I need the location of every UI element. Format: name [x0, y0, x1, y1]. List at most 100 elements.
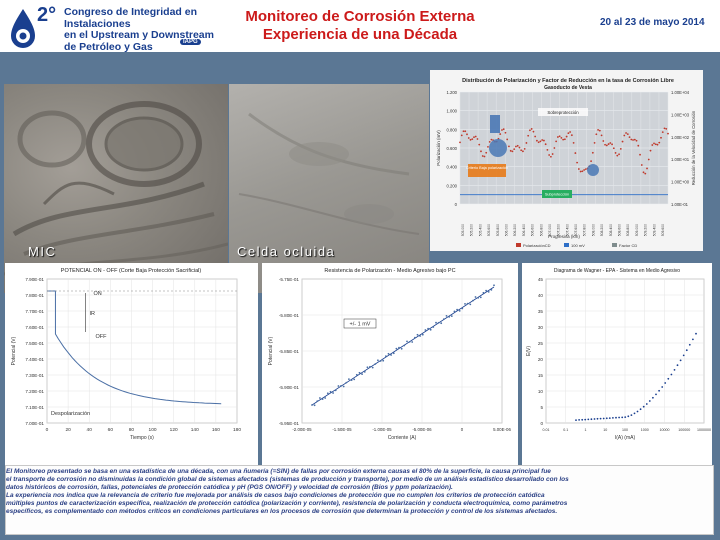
- data-point-polarizacion: [639, 153, 641, 156]
- y-tick-label: -5.90E-01: [279, 385, 300, 390]
- data-point: [408, 341, 411, 343]
- chart-polarizacion-panel: Distribución de Polarización y Factor de…: [430, 70, 703, 251]
- data-point-polarizacion: [618, 153, 620, 156]
- text-line: datos históricos de corrosión, fallas, p…: [6, 484, 453, 491]
- annotation-criterio: Criterio Baja polarización: [466, 166, 508, 170]
- annotation-bg: [538, 108, 588, 116]
- y2-tick-label: 1.00E+00: [671, 180, 690, 185]
- data-point-polarizacion: [544, 143, 547, 146]
- chart-polarizacion: Distribución de Polarización y Factor de…: [436, 78, 696, 248]
- y-tick-label: 1.200: [447, 90, 458, 95]
- data-point-polarizacion: [523, 147, 526, 150]
- data-point: [443, 318, 445, 320]
- x-tick-label: -5.00E-06: [412, 427, 432, 432]
- data-point: [679, 359, 682, 362]
- data-point: [321, 398, 324, 400]
- data-point-polarizacion: [591, 151, 594, 154]
- x-tick-label: 1000000: [697, 428, 711, 432]
- x-tick-label: 508.000: [591, 224, 595, 236]
- y2-axis-label: Reducción de la Velocidad de Corrosión: [691, 110, 696, 185]
- y-tick-label: 7.10E-01: [25, 405, 44, 410]
- x-tick-label: 506.600: [531, 224, 535, 236]
- slide-body: MIC Celda ocluida Distribución de Polari…: [0, 52, 720, 540]
- data-point-polarizacion: [560, 136, 563, 139]
- title-line-2: Experiencia de una Década: [262, 26, 458, 43]
- data-point: [461, 307, 464, 310]
- header-bar: 2° Congreso de Integridad en Instalacion…: [0, 0, 720, 52]
- annotation-despolarizacion: Despolarización: [51, 411, 90, 417]
- annotation-sobreproteccion: Sobreprotección: [547, 110, 579, 115]
- data-point-polarizacion: [600, 134, 603, 137]
- data-point: [593, 418, 596, 420]
- data-point-polarizacion: [642, 171, 645, 174]
- data-point: [695, 332, 697, 335]
- data-point-polarizacion: [595, 133, 598, 136]
- text-line: La experiencia nos indica que la relevan…: [6, 492, 545, 499]
- y-tick-label: 45: [538, 277, 544, 282]
- data-point: [348, 378, 350, 380]
- data-point-polarizacion: [473, 136, 475, 139]
- data-point-polarizacion: [590, 160, 592, 163]
- data-point-polarizacion: [466, 133, 468, 136]
- data-point: [390, 354, 392, 356]
- data-point-polarizacion: [623, 134, 626, 137]
- mic-texture: [4, 101, 228, 276]
- data-point: [369, 365, 371, 368]
- x-tick-label: 100000: [678, 428, 690, 432]
- x-tick-label: 0: [46, 427, 49, 433]
- y-tick-label: -5.75E-01: [279, 277, 300, 282]
- data-point: [377, 359, 379, 362]
- data-point-polarizacion: [487, 145, 489, 148]
- x-tick-label: 506.000: [504, 224, 508, 236]
- x-tick-label: -2.00E-05: [292, 427, 312, 432]
- data-point-polarizacion: [551, 153, 554, 155]
- criterio-marker: [489, 139, 507, 157]
- y-tick-label: 0: [540, 421, 543, 426]
- text-line: específicos, es complementado con método…: [6, 508, 558, 515]
- y-tick-label: 0.200: [447, 183, 458, 188]
- data-point-polarizacion: [569, 131, 572, 133]
- x-tick-label: -1.50E-05: [332, 427, 352, 432]
- data-point-polarizacion: [522, 150, 524, 153]
- data-point-polarizacion: [581, 170, 584, 173]
- x-tick-label: 505.000: [461, 224, 465, 236]
- data-point-polarizacion: [625, 132, 627, 134]
- data-point: [667, 377, 670, 380]
- chart-title: Diagrama de Wagner - EPA - Sistema en Me…: [554, 268, 680, 274]
- data-point: [642, 405, 645, 408]
- trend-line: [311, 286, 495, 406]
- data-point-polarizacion: [570, 134, 573, 137]
- data-point-polarizacion: [614, 152, 617, 154]
- data-point-polarizacion: [665, 127, 668, 130]
- data-point-polarizacion: [593, 141, 596, 144]
- data-point: [374, 363, 377, 365]
- water-drop-icon: [11, 9, 35, 48]
- data-point-polarizacion: [502, 128, 505, 131]
- description-text: El Monitoreo presentado se basa en una e…: [5, 465, 714, 535]
- data-point-polarizacion: [518, 146, 521, 149]
- x-axis-label: Tiempo (s): [130, 435, 154, 441]
- y2-tick-label: 1.00E+04: [671, 90, 690, 95]
- data-point-polarizacion: [542, 139, 545, 142]
- data-point: [424, 329, 427, 331]
- y2-tick-label: 1.00E-01: [671, 202, 689, 207]
- chart-title: POTENCIAL ON - OFF (Corte Baja Protecció…: [61, 268, 202, 274]
- data-point: [456, 308, 458, 311]
- legend-label: PolarizaciónCD: [523, 243, 551, 248]
- data-point: [658, 389, 660, 392]
- y-tick-label: 7.50E-01: [25, 341, 44, 346]
- data-point: [655, 393, 657, 396]
- annotation-subproteccion: Subprotección: [545, 193, 569, 197]
- data-point: [313, 404, 316, 407]
- data-point: [602, 417, 605, 420]
- data-point: [329, 390, 332, 393]
- data-point-polarizacion: [649, 149, 652, 152]
- data-point-polarizacion: [619, 147, 622, 150]
- x-tick-label: 0.1: [563, 428, 568, 432]
- event-date: 20 al 23 de mayo 2014: [600, 17, 705, 28]
- x-tick-label: 508.400: [609, 224, 613, 236]
- data-point: [596, 417, 599, 420]
- x-tick-label: 508.600: [618, 224, 622, 236]
- data-point-polarizacion: [556, 136, 559, 138]
- data-point-polarizacion: [546, 149, 549, 151]
